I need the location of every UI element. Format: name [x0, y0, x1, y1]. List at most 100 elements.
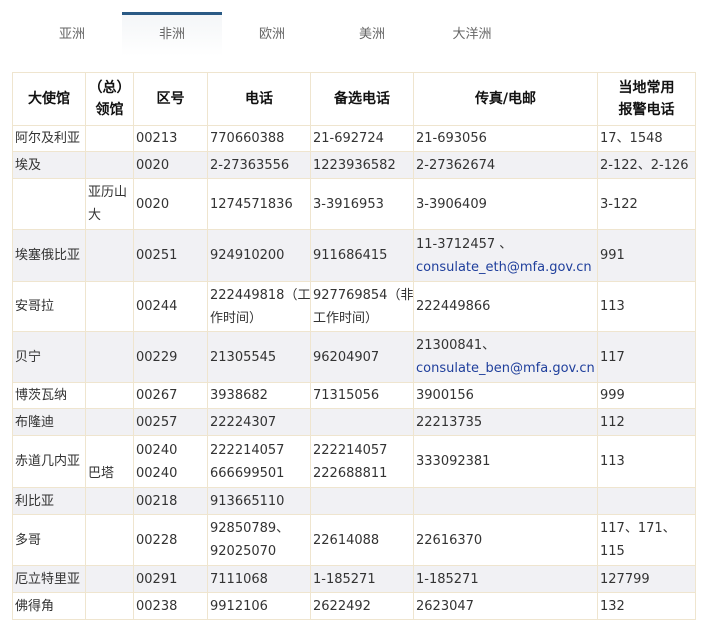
cell-alt-phone: 1-185271	[310, 565, 414, 593]
cell-embassy: 利比亚	[12, 487, 86, 515]
header-police-phone: 当地常用 报警电话	[597, 72, 696, 126]
cell-text: 布隆迪	[15, 414, 55, 430]
cell-text: 多哥	[15, 532, 42, 548]
cell-text: 112	[600, 414, 625, 430]
cell-text: 00267	[136, 388, 178, 403]
cell-area-code: 00267	[133, 382, 208, 409]
cell-fax-email: 3-3906409	[413, 178, 598, 230]
cell-area-code: 00244	[133, 281, 208, 332]
cell-consulate	[85, 565, 134, 593]
cell-text: 7111068	[210, 571, 268, 587]
cell-consulate	[85, 281, 134, 332]
tab-1[interactable]: 非洲	[122, 12, 222, 56]
cell-text: 22614088	[313, 532, 380, 548]
cell-area-code: 00251	[133, 229, 208, 282]
cell-text: 117、171、	[600, 521, 676, 536]
cell-phone: 21305545	[207, 331, 311, 383]
cell-phone: 7111068	[207, 565, 311, 593]
cell-text: 博茨瓦纳	[15, 388, 68, 403]
cell-consulate	[85, 151, 134, 179]
cell-text: 报警电话	[618, 102, 675, 118]
cell-text: 2-27363556	[210, 157, 290, 173]
cell-text: 222449818（工	[210, 287, 311, 303]
cell-text: 3-3906409	[416, 196, 487, 212]
table-row: 布隆迪 00257 22224307 22213735 112	[12, 408, 696, 436]
cell-police-phone: 17、1548	[597, 125, 696, 152]
cell-embassy: 博茨瓦纳	[12, 382, 86, 409]
cell-text: 埃塞俄比亚	[15, 248, 81, 263]
cell-fax-email: 11-3712457 、 consulate_eth@mfa.gov.cn	[413, 229, 598, 282]
cell-text: 127799	[600, 571, 650, 587]
cell-text: 222214057	[313, 442, 388, 458]
cell-text: 113	[600, 299, 625, 314]
cell-text: 00229	[136, 349, 178, 365]
cell-phone: 222449818（工 作时间）	[207, 281, 311, 332]
cell-consulate	[85, 487, 134, 515]
cell-text: 00218	[136, 493, 178, 509]
cell-fax-email: 22213735	[413, 408, 598, 436]
cell-embassy: 多哥	[12, 514, 86, 566]
cell-text: 大	[88, 208, 102, 223]
cell-text: 利比亚	[15, 493, 55, 509]
cell-phone: 9912106	[207, 592, 311, 620]
cell-text: 92025070	[210, 544, 277, 559]
cell-text: 999	[600, 388, 625, 403]
cell-text: 22224307	[210, 414, 277, 430]
tab-4[interactable]: 大洋洲	[452, 27, 492, 42]
table-row: 多哥 00228 92850789、 92025070 22614088 22616370…	[12, 514, 696, 566]
cell-text: 当地常用	[618, 80, 675, 96]
cell-text: 770660388	[210, 131, 285, 146]
cell-police-phone: 117	[597, 331, 696, 383]
cell-text: 00251	[136, 248, 178, 263]
email-link[interactable]: consulate_ben@mfa.gov.cn	[416, 361, 595, 376]
cell-text: 222449866	[416, 299, 491, 314]
tab-0[interactable]: 亚洲	[58, 27, 85, 42]
cell-police-phone: 3-122	[597, 178, 696, 230]
cell-area-code: 00229	[133, 331, 208, 383]
tab-3[interactable]: 美洲	[358, 27, 385, 42]
cell-text: 22213735	[416, 414, 483, 430]
cell-text: 赤道几内亚	[15, 454, 81, 469]
cell-text: 924910200	[210, 248, 285, 263]
cell-alt-phone: 1223936582	[310, 151, 414, 179]
cell-area-code: 00257	[133, 408, 208, 436]
cell-text: 9912106	[210, 598, 268, 614]
cell-text: 21-692724	[313, 131, 384, 146]
header-fax-email: 传真/电邮	[413, 72, 598, 126]
cell-consulate	[85, 331, 134, 383]
cell-text: 2623047	[416, 598, 474, 614]
cell-text: 工作时间）	[313, 310, 379, 326]
table-row: 厄立特里亚 00291 7111068 1-185271 1-185271 127799	[12, 565, 696, 593]
cell-text: 92850789、	[210, 521, 290, 536]
cell-text: 21-693056	[416, 131, 487, 146]
cell-police-phone: 132	[597, 592, 696, 620]
cell-fax-email: 21-693056	[413, 125, 598, 152]
cell-text: 作时间）	[210, 310, 263, 326]
cell-text: 3900156	[416, 388, 474, 403]
cell-area-code: 0020	[133, 151, 208, 179]
cell-alt-phone: 96204907	[310, 331, 414, 383]
cell-consulate	[85, 229, 134, 282]
cell-text: 厄立特里亚	[15, 571, 81, 587]
contacts-table: 大使馆 （总） 领馆 区号 电话 备选电话 传真/电邮 当地常用 报警电话 阿尔及利亚 00213…	[12, 72, 696, 620]
cell-phone: 924910200	[207, 229, 311, 282]
cell-text: 927769854（非	[313, 287, 414, 303]
cell-text: 区号	[156, 91, 185, 107]
cell-area-code: 0020	[133, 178, 208, 230]
cell-embassy: 厄立特里亚	[12, 565, 86, 593]
email-link[interactable]: consulate_eth@mfa.gov.cn	[416, 259, 592, 275]
table-row: 佛得角 00238 9912106 2622492 2623047 132	[12, 592, 696, 620]
cell-text: 96204907	[313, 349, 380, 365]
cell-text: 阿尔及利亚	[15, 131, 81, 146]
tab-2[interactable]: 欧洲	[258, 27, 285, 42]
table-row: 赤道几内亚 巴塔 00240 00240 222214057 666699501 22221…	[12, 435, 696, 488]
cell-text: 21305545	[210, 349, 277, 365]
cell-police-phone: 2-122、2-126	[597, 151, 696, 179]
cell-area-code: 00228	[133, 514, 208, 566]
cell-embassy: 佛得角	[12, 592, 86, 620]
cell-consulate	[85, 382, 134, 409]
cell-text: 传真/电邮	[474, 91, 537, 107]
cell-text: 132	[600, 598, 625, 614]
cell-consulate: 亚历山大	[85, 178, 134, 230]
cell-fax-email: 333092381	[413, 435, 598, 488]
